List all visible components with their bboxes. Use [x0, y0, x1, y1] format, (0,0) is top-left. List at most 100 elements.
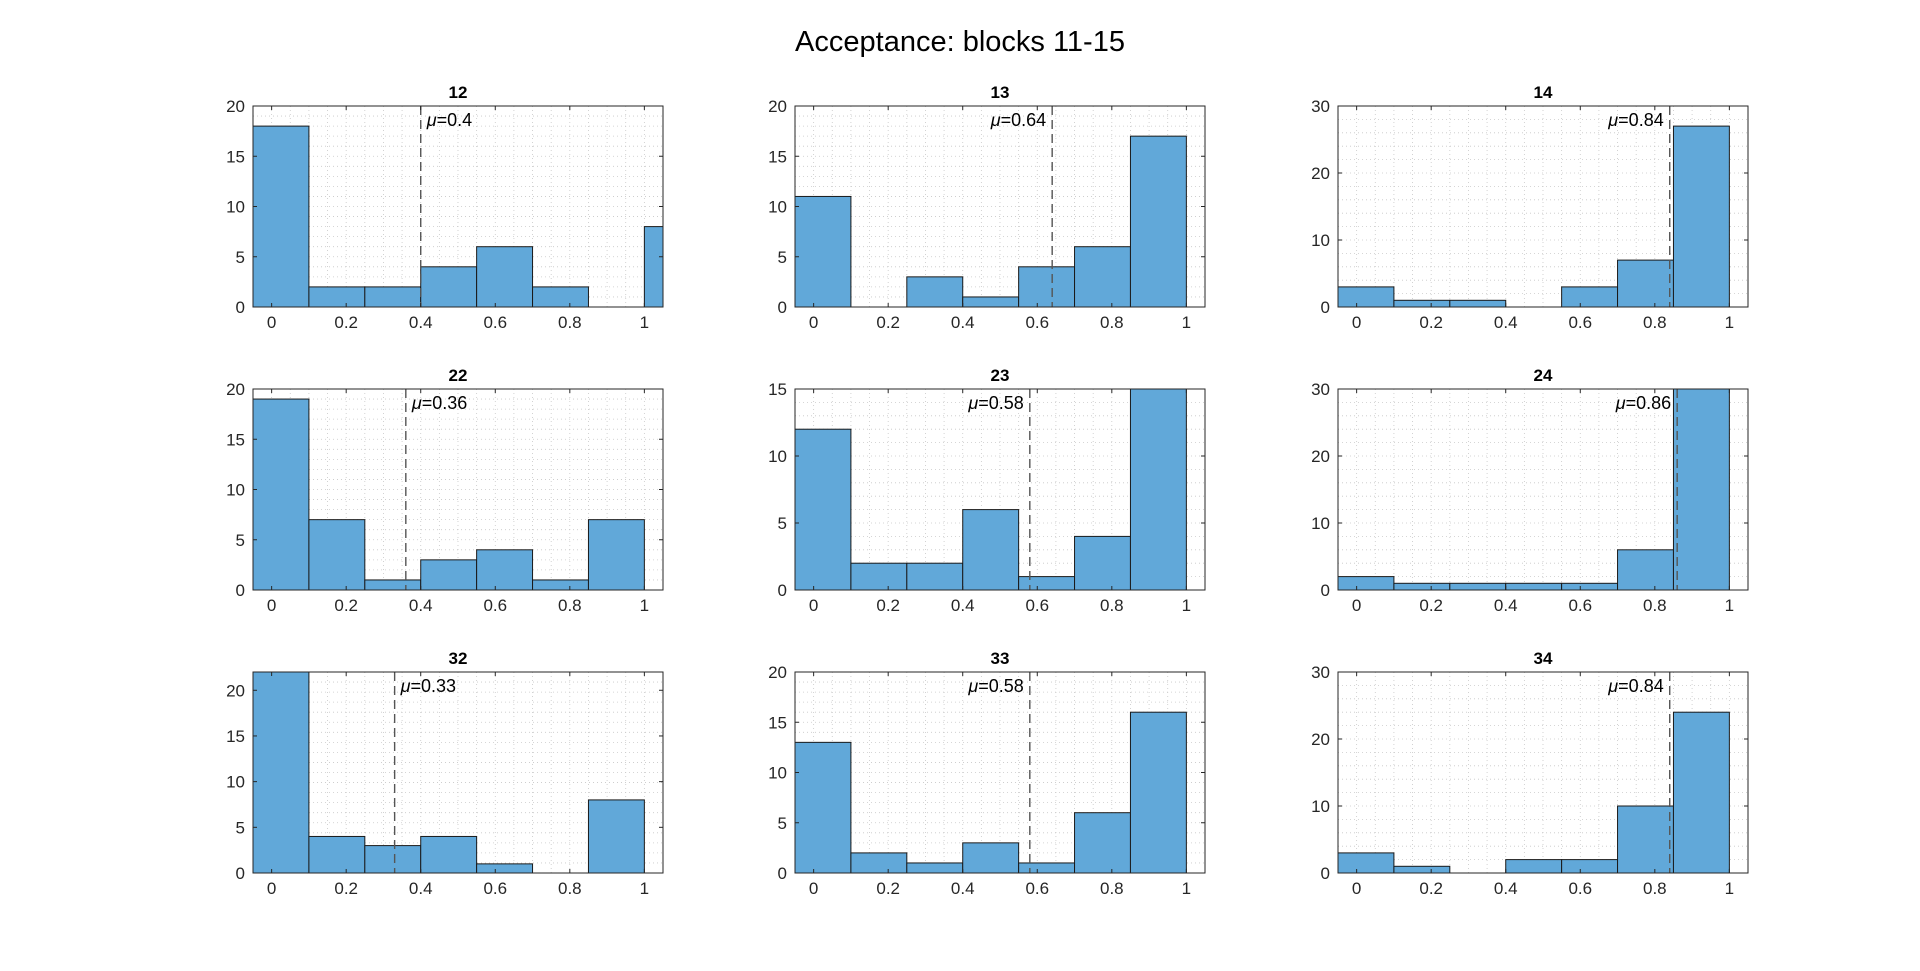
mean-value: =0.64 [1001, 110, 1047, 130]
y-tick-label: 30 [1311, 380, 1330, 399]
panel-title: 14 [1534, 83, 1553, 102]
histogram-bar [532, 286, 589, 308]
y-tick-label: 10 [768, 198, 787, 217]
axes-box [1337, 671, 1749, 874]
histogram-panel-14: μ=0.84 0 0.2 0.4 0.6 0.8 1 0 10 20 30 14 [1288, 76, 1768, 347]
histogram-bar [962, 296, 1020, 308]
y-tick-label: 20 [1311, 447, 1330, 466]
x-tick-label: 0.2 [876, 596, 900, 615]
histogram-bar [308, 519, 366, 591]
histogram-bar [587, 519, 645, 591]
x-tick-label: 0.6 [483, 313, 507, 332]
mean-label: μ=0.33 [400, 676, 456, 696]
x-tick-label: 0.4 [409, 879, 433, 898]
histogram-panel-33: μ=0.58 0 0.2 0.4 0.6 0.8 1 0 5 10 15 20 33 [745, 642, 1225, 913]
y-tick-label: 30 [1311, 663, 1330, 682]
y-tick-label: 20 [768, 663, 787, 682]
panel-title: 22 [449, 366, 468, 385]
histogram-bar [420, 559, 478, 591]
x-tick-label: 1 [1182, 596, 1191, 615]
histogram-bar [1074, 535, 1131, 591]
mu-symbol: μ [1607, 676, 1618, 696]
x-tick-label: 0.4 [951, 596, 975, 615]
x-tick-label: 1 [1182, 879, 1191, 898]
mean-label: μ=0.64 [990, 110, 1046, 130]
histogram-bar [1449, 299, 1507, 308]
x-tick-label: 0 [809, 879, 818, 898]
x-tick-label: 0.8 [1100, 879, 1124, 898]
y-tick-label: 20 [1311, 164, 1330, 183]
histogram-bar [1561, 286, 1619, 308]
histogram-bar [1337, 286, 1395, 308]
histogram-bar [1617, 549, 1674, 591]
histogram-bar [1129, 711, 1187, 874]
histogram-bar [1505, 859, 1563, 874]
y-tick-label: 10 [226, 198, 245, 217]
histogram-bar [1393, 865, 1451, 874]
y-tick-label: 10 [1311, 514, 1330, 533]
x-tick-label: 0.6 [1025, 313, 1049, 332]
histogram-bar [1617, 805, 1674, 874]
axes-box [794, 388, 1206, 591]
y-tick-label: 20 [226, 681, 245, 700]
x-tick-label: 0 [267, 313, 276, 332]
x-tick-label: 0.4 [409, 596, 433, 615]
mean-label: μ=0.58 [967, 393, 1023, 413]
x-tick-label: 0 [1352, 313, 1361, 332]
histogram-bar [252, 398, 310, 591]
x-tick-label: 0.8 [1643, 879, 1667, 898]
x-tick-label: 0.4 [1494, 879, 1518, 898]
mean-value: =0.33 [411, 676, 457, 696]
axes-box [1337, 388, 1749, 591]
histogram-bar [1505, 582, 1563, 591]
histogram-bar [420, 266, 478, 308]
x-tick-label: 0 [809, 596, 818, 615]
x-tick-label: 0.2 [334, 879, 358, 898]
y-tick-label: 0 [1321, 581, 1330, 600]
histogram-bar [1617, 259, 1674, 308]
mu-symbol: μ [967, 393, 978, 413]
y-tick-label: 0 [778, 298, 787, 317]
y-tick-label: 10 [226, 481, 245, 500]
x-tick-label: 0 [1352, 596, 1361, 615]
histogram-bar [476, 863, 534, 874]
y-tick-label: 0 [236, 298, 245, 317]
x-tick-label: 0.6 [1568, 313, 1592, 332]
y-tick-label: 10 [1311, 797, 1330, 816]
x-tick-label: 0.2 [1419, 313, 1443, 332]
x-tick-label: 0 [267, 879, 276, 898]
histogram-bar [476, 246, 534, 308]
x-tick-label: 0.2 [334, 596, 358, 615]
x-tick-label: 0.8 [558, 313, 582, 332]
panel-title: 32 [449, 649, 468, 668]
y-tick-label: 15 [768, 147, 787, 166]
histogram-bar [308, 286, 366, 308]
histogram-bar [962, 509, 1020, 591]
histogram-bar [364, 579, 422, 591]
histogram-bar [252, 125, 310, 308]
x-tick-label: 1 [1182, 313, 1191, 332]
histogram-panel-22: μ=0.36 0 0.2 0.4 0.6 0.8 1 0 5 10 15 20 22 [203, 359, 683, 630]
mean-value: =0.86 [1626, 393, 1672, 413]
histogram-bar [1018, 862, 1076, 874]
panel-title: 23 [991, 366, 1010, 385]
y-tick-label: 5 [778, 814, 787, 833]
y-tick-label: 10 [1311, 231, 1330, 250]
y-tick-label: 0 [236, 864, 245, 883]
x-tick-label: 0.6 [1025, 879, 1049, 898]
x-tick-label: 0.8 [558, 879, 582, 898]
panel-title: 33 [991, 649, 1010, 668]
histogram-bar [1672, 388, 1730, 591]
y-tick-label: 15 [226, 430, 245, 449]
histogram-bar [850, 562, 908, 591]
y-tick-label: 5 [236, 818, 245, 837]
histogram-bar [1337, 576, 1395, 591]
y-tick-label: 15 [768, 380, 787, 399]
y-tick-label: 0 [778, 581, 787, 600]
histogram-bar [364, 845, 422, 874]
histogram-bar [906, 862, 964, 874]
mu-symbol: μ [1607, 110, 1618, 130]
